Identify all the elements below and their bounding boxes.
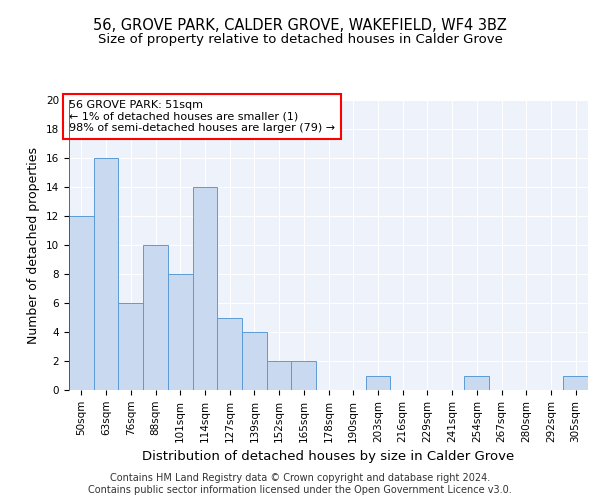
Bar [292,361,316,390]
Text: 56 GROVE PARK: 51sqm
← 1% of detached houses are smaller (1)
98% of semi-detache: 56 GROVE PARK: 51sqm ← 1% of detached ho… [69,100,335,133]
Bar [563,376,588,390]
Bar [365,376,390,390]
X-axis label: Distribution of detached houses by size in Calder Grove: Distribution of detached houses by size … [142,450,515,463]
Text: Size of property relative to detached houses in Calder Grove: Size of property relative to detached ho… [98,32,502,46]
Bar [168,274,193,390]
Bar [267,361,292,390]
Bar [217,318,242,390]
Y-axis label: Number of detached properties: Number of detached properties [28,146,40,344]
Text: 56, GROVE PARK, CALDER GROVE, WAKEFIELD, WF4 3BZ: 56, GROVE PARK, CALDER GROVE, WAKEFIELD,… [93,18,507,32]
Bar [193,187,217,390]
Bar [94,158,118,390]
Bar [69,216,94,390]
Bar [118,303,143,390]
Text: Contains HM Land Registry data © Crown copyright and database right 2024.
Contai: Contains HM Land Registry data © Crown c… [88,474,512,495]
Bar [242,332,267,390]
Bar [464,376,489,390]
Bar [143,245,168,390]
